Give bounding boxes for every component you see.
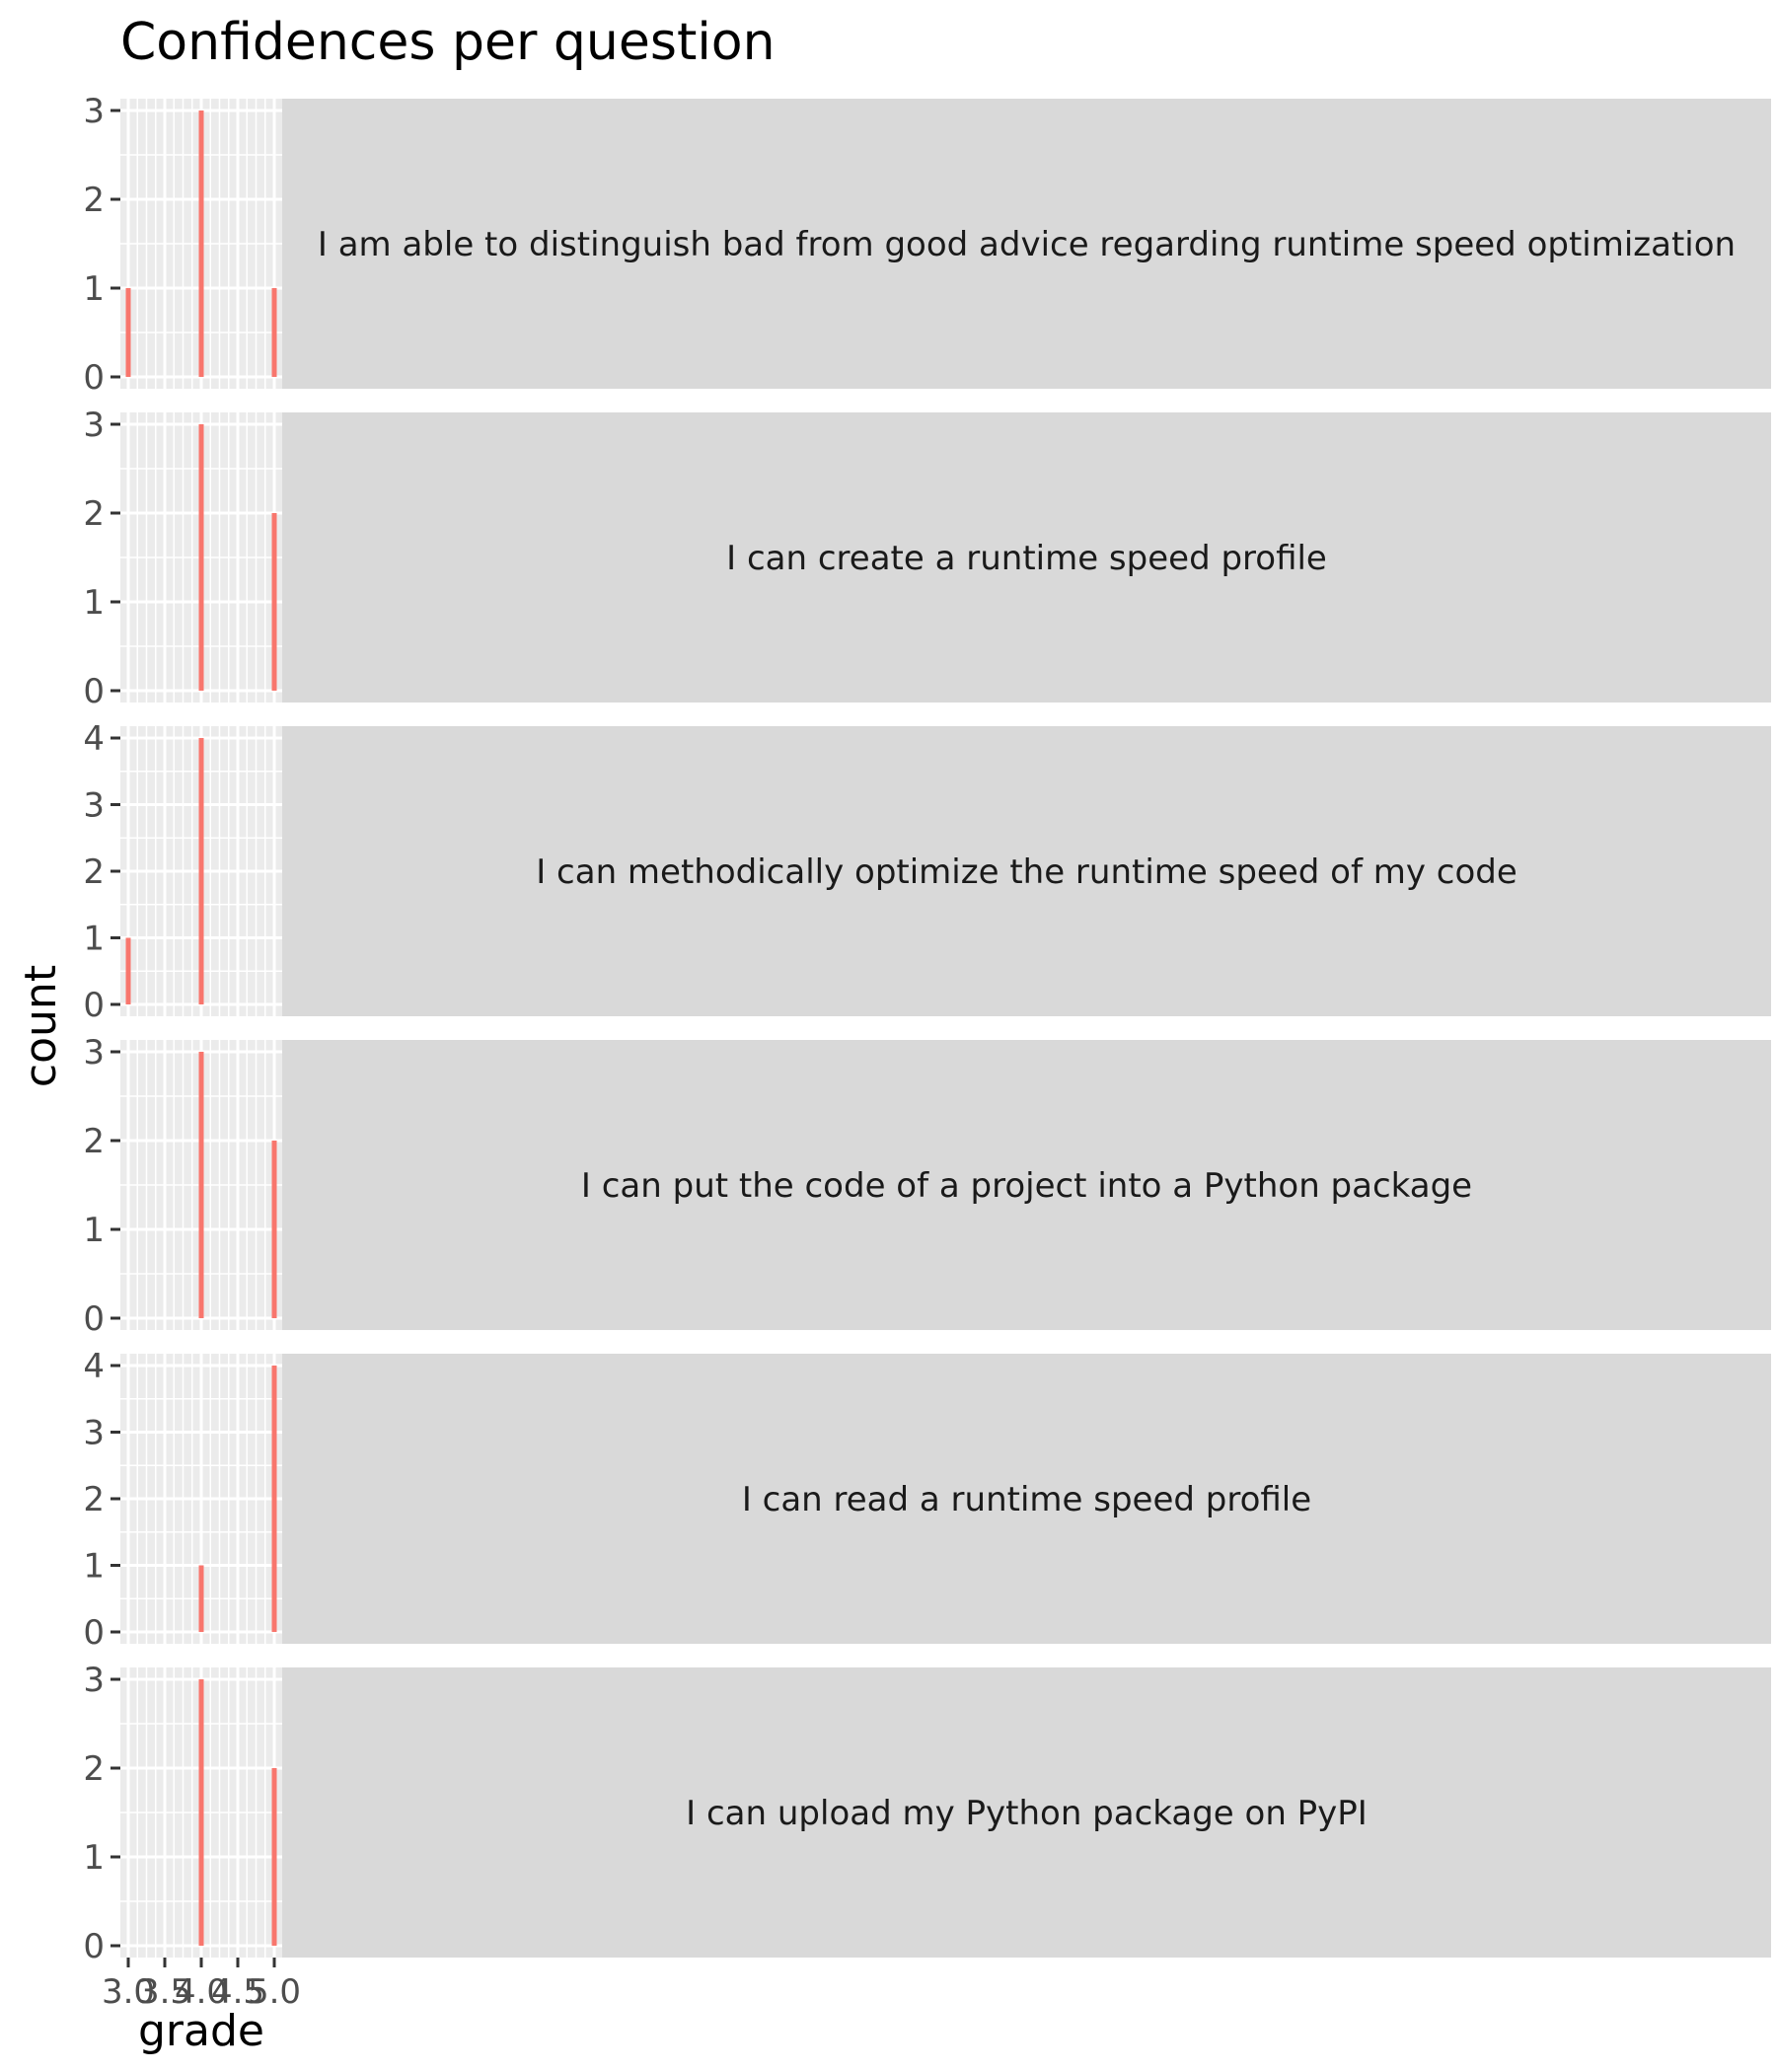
y-tick-label: 3 — [83, 92, 105, 131]
bar — [198, 1052, 204, 1318]
y-tick-label: 2 — [83, 494, 105, 534]
bar — [271, 288, 277, 377]
x-axis: 3.03.54.04.55.0 — [102, 1958, 301, 2012]
x-tick-label: 4.5 — [211, 1972, 264, 2012]
bar — [198, 1565, 204, 1632]
x-tick-label: 5.0 — [248, 1972, 301, 2012]
y-tick-label: 0 — [83, 986, 105, 1025]
bar — [198, 1679, 204, 1946]
y-tick-label: 2 — [83, 1749, 105, 1789]
facet-label: I can upload my Python package on PyPI — [686, 1794, 1368, 1833]
y-tick-label: 1 — [83, 269, 105, 309]
y-tick-label: 3 — [83, 786, 105, 826]
bar — [271, 1366, 277, 1632]
facet-label: I can methodically optimize the runtime … — [536, 852, 1517, 892]
facet-4: 0 1 2 3 I can put the code of a project into… — [83, 1033, 1771, 1339]
bar — [198, 738, 204, 1004]
y-tick-label: 3 — [83, 406, 105, 445]
y-tick-label: 1 — [83, 1547, 105, 1587]
y-tick-label: 3 — [83, 1033, 105, 1073]
y-tick-label: 4 — [83, 1347, 105, 1386]
facet-1: 0 1 2 3 I am able to distinguish bad from go… — [83, 92, 1771, 398]
facet-strip — [282, 726, 1771, 1016]
y-tick-label: 3 — [83, 1661, 105, 1700]
bar — [125, 937, 131, 1004]
chart-title: Confidences per question — [120, 13, 776, 72]
facet-label: I can read a runtime speed profile — [742, 1480, 1311, 1519]
facet-6: 0 1 2 3 I can upload my Python package on Py… — [83, 1661, 1771, 1966]
y-tick-label: 2 — [83, 1480, 105, 1519]
y-tick-label: 3 — [83, 1414, 105, 1453]
y-tick-label: 4 — [83, 719, 105, 759]
y-tick-label: 0 — [83, 358, 105, 398]
x-axis-title: grade — [138, 2006, 264, 2056]
facet-3: 0 1 2 3 4 I can methodically optimize the run… — [83, 719, 1771, 1025]
x-tick-label: 3.0 — [102, 1972, 155, 2012]
y-tick-label: 2 — [83, 181, 105, 220]
facet-strip — [282, 1667, 1771, 1958]
bar — [198, 424, 204, 691]
facet-strip — [282, 99, 1771, 389]
bar — [198, 111, 204, 377]
y-tick-label: 1 — [83, 920, 105, 959]
facet-label: I can create a runtime speed profile — [726, 539, 1327, 578]
y-tick-label: 0 — [83, 1613, 105, 1653]
y-tick-label: 2 — [83, 852, 105, 892]
y-tick-label: 2 — [83, 1122, 105, 1161]
y-tick-label: 1 — [83, 1211, 105, 1250]
facet-strip — [282, 1354, 1771, 1644]
x-tick-label: 3.5 — [138, 1972, 191, 2012]
bar — [271, 513, 277, 691]
bar — [271, 1141, 277, 1318]
bar — [271, 1768, 277, 1946]
y-tick-label: 0 — [83, 672, 105, 711]
facet-strip — [282, 1040, 1771, 1330]
y-tick-label: 1 — [83, 583, 105, 623]
y-tick-label: 1 — [83, 1838, 105, 1878]
facet-5: 0 1 2 3 4 I can read a runtime speed profile — [83, 1347, 1771, 1653]
x-tick-label: 4.0 — [175, 1972, 228, 2012]
facet-2: 0 1 2 3 I can create a runtime speed profile — [83, 406, 1771, 711]
y-axis-title: count — [16, 965, 66, 1087]
bar — [125, 288, 131, 377]
y-tick-label: 0 — [83, 1299, 105, 1339]
facet-strip — [282, 412, 1771, 703]
facet-label: I am able to distinguish bad from good a… — [318, 225, 1736, 264]
facet-label: I can put the code of a project into a P… — [581, 1166, 1472, 1206]
y-tick-label: 0 — [83, 1927, 105, 1966]
facet-panels: 0 1 2 3 I am able to distinguish bad from go… — [83, 92, 1771, 1966]
